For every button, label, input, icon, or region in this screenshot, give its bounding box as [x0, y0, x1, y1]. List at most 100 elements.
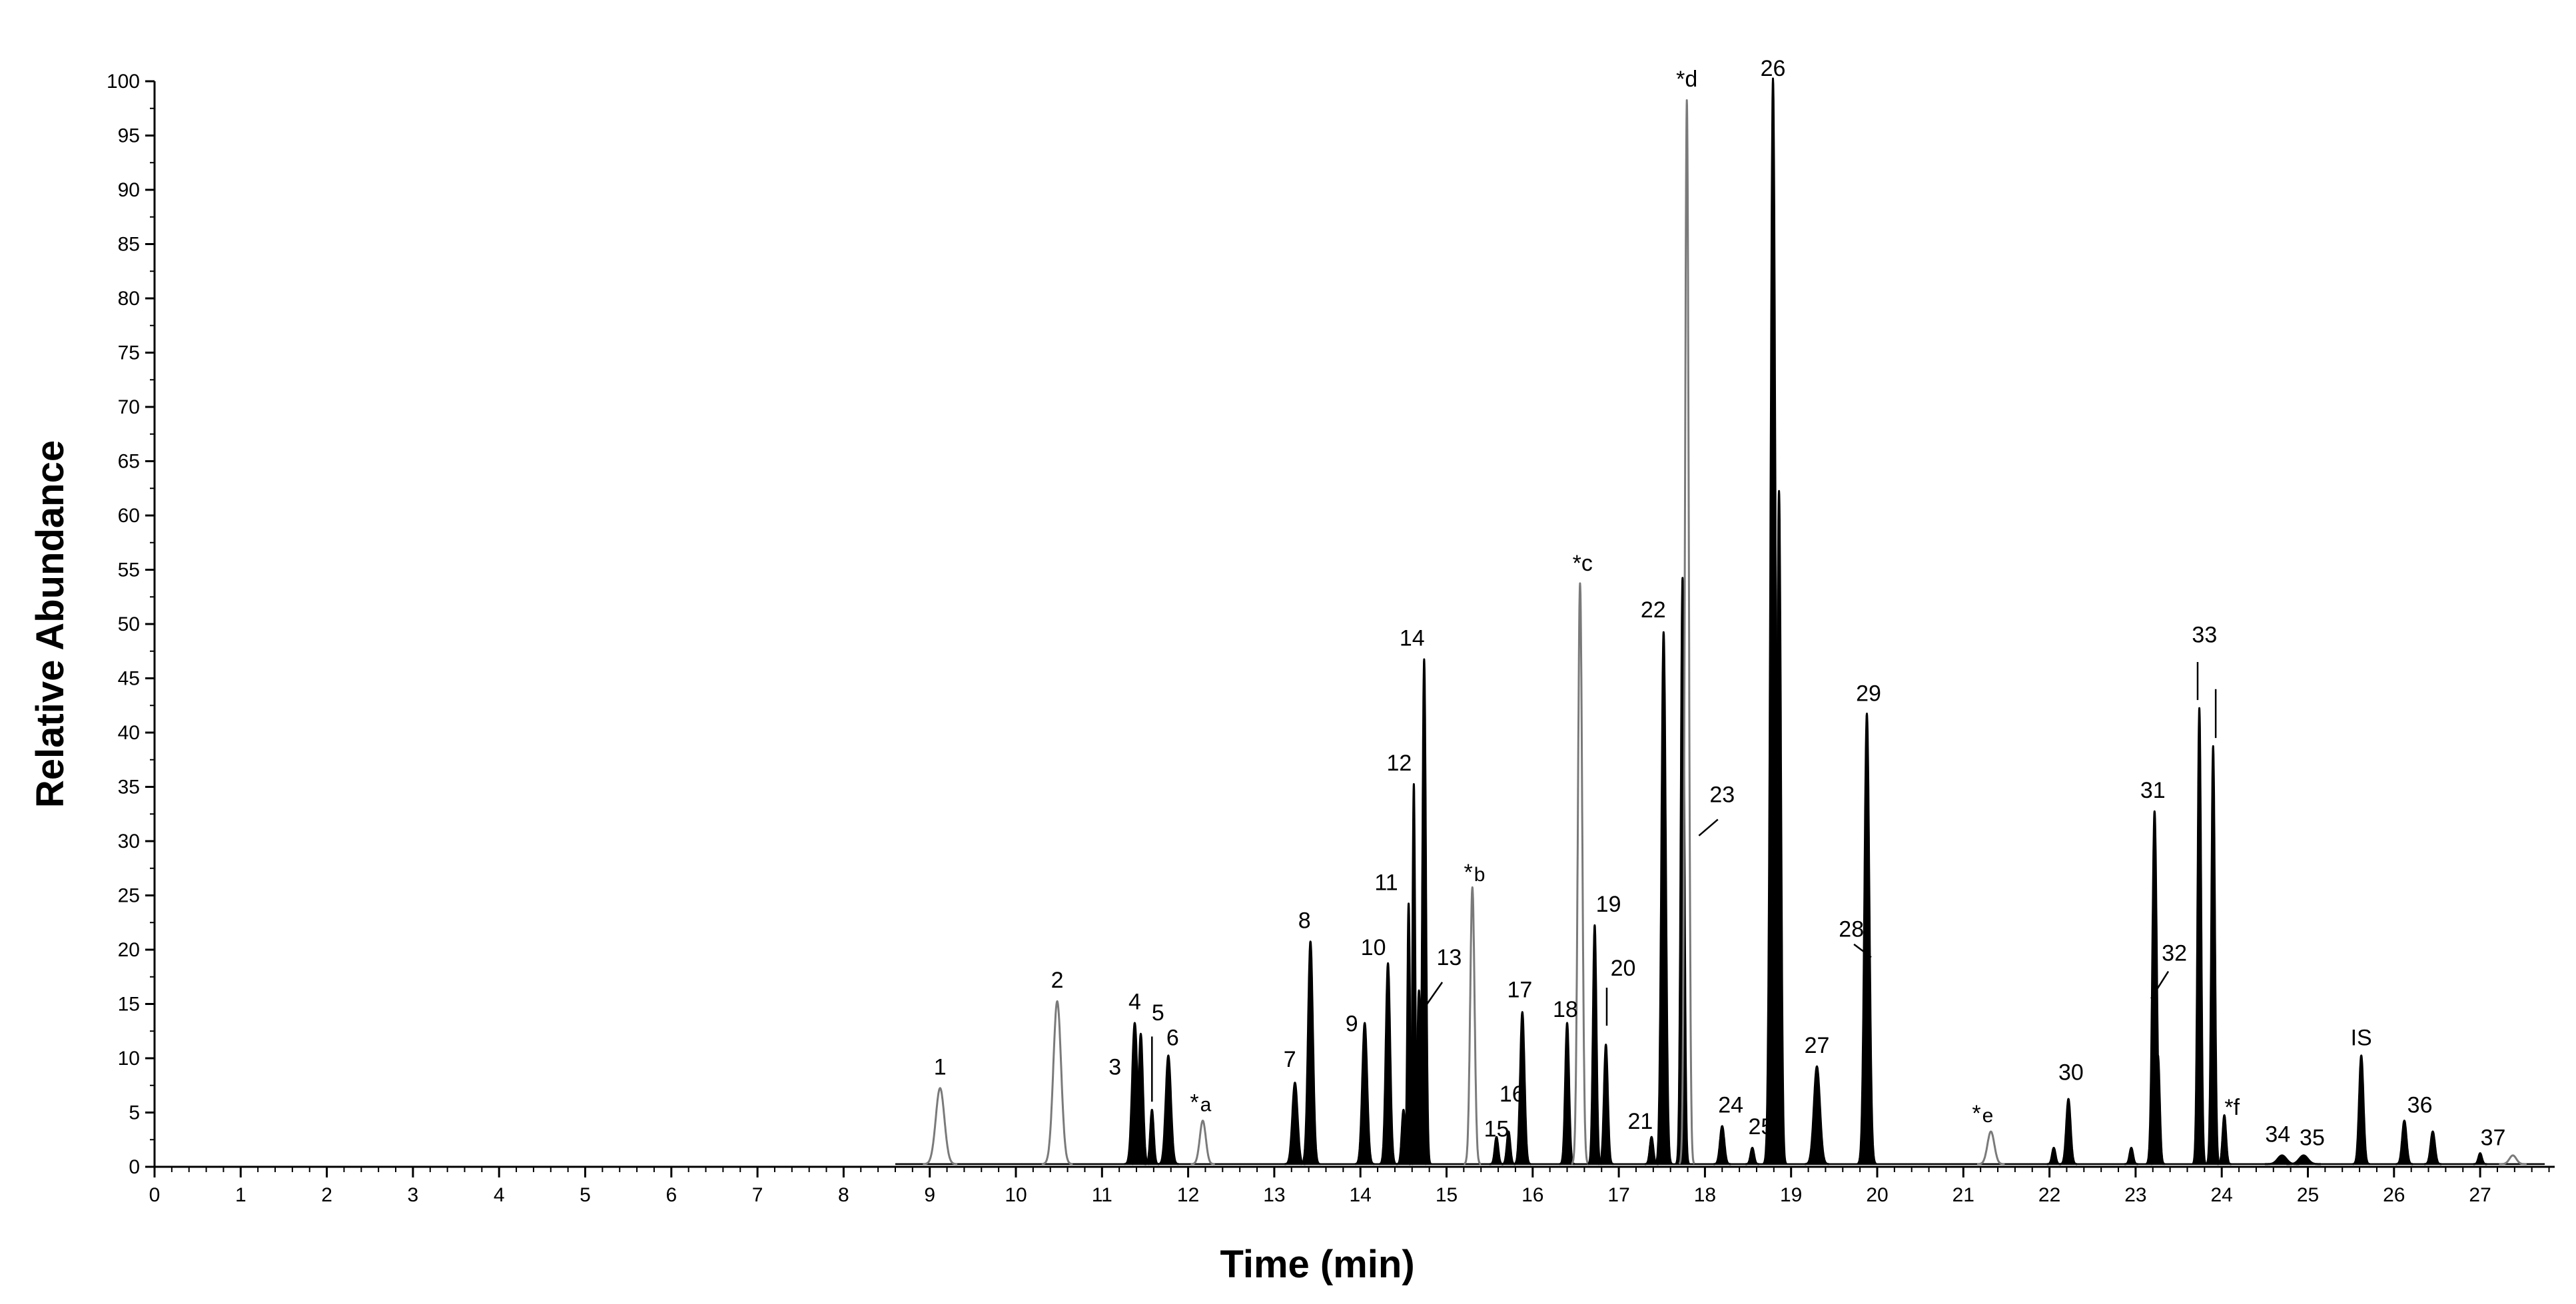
- peak-label-subscript: a: [1200, 1094, 1212, 1116]
- x-tick-label: 10: [1005, 1184, 1027, 1206]
- trace-group: [895, 77, 2545, 1165]
- y-tick-label: 0: [129, 1156, 140, 1178]
- chromatogram-peak: [2216, 1114, 2232, 1165]
- peak-label: *: [1464, 860, 1473, 885]
- peak-label: 34: [2265, 1122, 2290, 1147]
- y-tick-label: 35: [118, 777, 140, 799]
- y-tick-label: 75: [118, 342, 140, 364]
- chromatogram-peak: [1354, 1022, 1376, 1165]
- peak-label: 2: [1051, 968, 1064, 993]
- peak-label: 36: [2407, 1093, 2433, 1118]
- x-tick-label: 26: [2383, 1184, 2405, 1206]
- chromatogram-peak: [1144, 1108, 1160, 1165]
- chromatogram-peak: [1131, 1032, 1150, 1165]
- peak-label: *: [1972, 1101, 1980, 1126]
- chromatogram-peak: [1558, 1022, 1576, 1165]
- peak-label: 28: [1839, 916, 1864, 942]
- x-tick-label: 16: [1521, 1184, 1543, 1206]
- peak-label: 29: [1856, 681, 1881, 707]
- y-axis-title: Relative Abundance: [29, 440, 72, 808]
- chromatogram-peak: [922, 1087, 958, 1165]
- x-tick-label: 11: [1092, 1184, 1112, 1206]
- y-tick-label: 100: [107, 71, 140, 93]
- chromatogram-peak: [1501, 1130, 1517, 1165]
- y-tick-label: 60: [118, 505, 140, 527]
- x-tick-label: 5: [580, 1184, 591, 1206]
- peak-label: 5: [1152, 1000, 1164, 1026]
- y-tick-label: 95: [118, 125, 140, 147]
- chromatogram-peak: [1488, 1136, 1505, 1165]
- peak-label: *: [1190, 1090, 1198, 1116]
- chromatogram-peak: [1378, 962, 1398, 1165]
- peak-label: 7: [1284, 1047, 1296, 1072]
- chromatogram-peak: [2423, 1130, 2443, 1165]
- peak-label: *d: [1676, 67, 1697, 92]
- leader-line: [1698, 818, 1719, 836]
- chromatogram-peak: [1300, 940, 1321, 1165]
- x-axis-title: Time (min): [1220, 1243, 1414, 1286]
- y-tick-label: 40: [118, 722, 140, 744]
- chromatogram-peak: [1416, 658, 1432, 1165]
- chromatogram-peak: [1587, 924, 1603, 1165]
- peak-label: 27: [1805, 1033, 1830, 1058]
- x-tick-label: 20: [1866, 1184, 1888, 1206]
- y-tick-label: 70: [118, 396, 140, 418]
- chromatogram-peak: [2395, 1120, 2414, 1165]
- chromatogram-peak: [1713, 1125, 1732, 1165]
- x-tick-label: 27: [2469, 1184, 2491, 1206]
- peak-label: 12: [1386, 751, 1412, 776]
- x-tick-label: 9: [924, 1184, 935, 1206]
- peak-label: 9: [1346, 1011, 1358, 1036]
- peak-label: 15: [1484, 1116, 1509, 1141]
- peak-label: 4: [1128, 990, 1141, 1015]
- chromatogram-peak: [1678, 99, 1695, 1165]
- peak-label: 14: [1400, 626, 1425, 651]
- chromatogram-peak: [1463, 886, 1482, 1165]
- x-tick-label: 3: [408, 1184, 419, 1206]
- peak-label: 11: [1374, 870, 1398, 895]
- peak-label: 21: [1628, 1109, 1653, 1134]
- y-tick-label: 10: [118, 1048, 140, 1070]
- y-tick-label: 25: [118, 885, 140, 907]
- chromatogram-peak: [1157, 1054, 1180, 1165]
- peak-label: 23: [1709, 782, 1735, 807]
- chromatogram-peak: [1856, 713, 1878, 1165]
- chromatogram-peak: [1675, 577, 1691, 1165]
- y-tick-label: 45: [118, 668, 140, 690]
- y-tick-label: 15: [118, 994, 140, 1016]
- x-tick-label: 15: [1436, 1184, 1458, 1206]
- peak-label: 19: [1596, 892, 1621, 917]
- y-tick-label: 55: [118, 559, 140, 581]
- peak-label: *f: [2224, 1095, 2240, 1120]
- x-tick-label: 18: [1694, 1184, 1716, 1206]
- x-tick-label: 4: [494, 1184, 505, 1206]
- y-tick-label: 20: [118, 939, 140, 961]
- chromatogram-peak: [2123, 1147, 2139, 1165]
- chromatogram-peak: [2046, 1147, 2062, 1165]
- chromatogram-peak: [1744, 1147, 1761, 1165]
- x-tick-label: 22: [2038, 1184, 2060, 1206]
- chromatogram-peak: [1284, 1082, 1306, 1165]
- x-tick-label: 25: [2297, 1184, 2319, 1206]
- peak-label: 17: [1507, 978, 1532, 1003]
- x-tick-label: 12: [1177, 1184, 1199, 1206]
- peak-label: 13: [1436, 945, 1462, 970]
- y-tick-label: 50: [118, 613, 140, 635]
- x-tick-label: 21: [1952, 1184, 1974, 1206]
- peak-label: *c: [1573, 551, 1593, 576]
- chromatogram-peak: [1513, 1011, 1532, 1165]
- x-tick-label: 7: [752, 1184, 763, 1206]
- x-tick-label: 1: [235, 1184, 246, 1206]
- x-tick-label: 19: [1780, 1184, 1802, 1206]
- y-tick-label: 90: [118, 179, 140, 201]
- peak-label: 35: [2300, 1125, 2325, 1150]
- x-tick-label: 24: [2211, 1184, 2233, 1206]
- chromatogram-peak: [1597, 1044, 1615, 1165]
- peak-label: 30: [2058, 1060, 2084, 1086]
- chromatogram-peak: [2205, 745, 2221, 1165]
- leader-line: [2150, 970, 2170, 1000]
- chromatogram-peak: [2286, 1154, 2322, 1165]
- peak-label: 8: [1298, 908, 1311, 933]
- leader-line: [1853, 943, 1872, 958]
